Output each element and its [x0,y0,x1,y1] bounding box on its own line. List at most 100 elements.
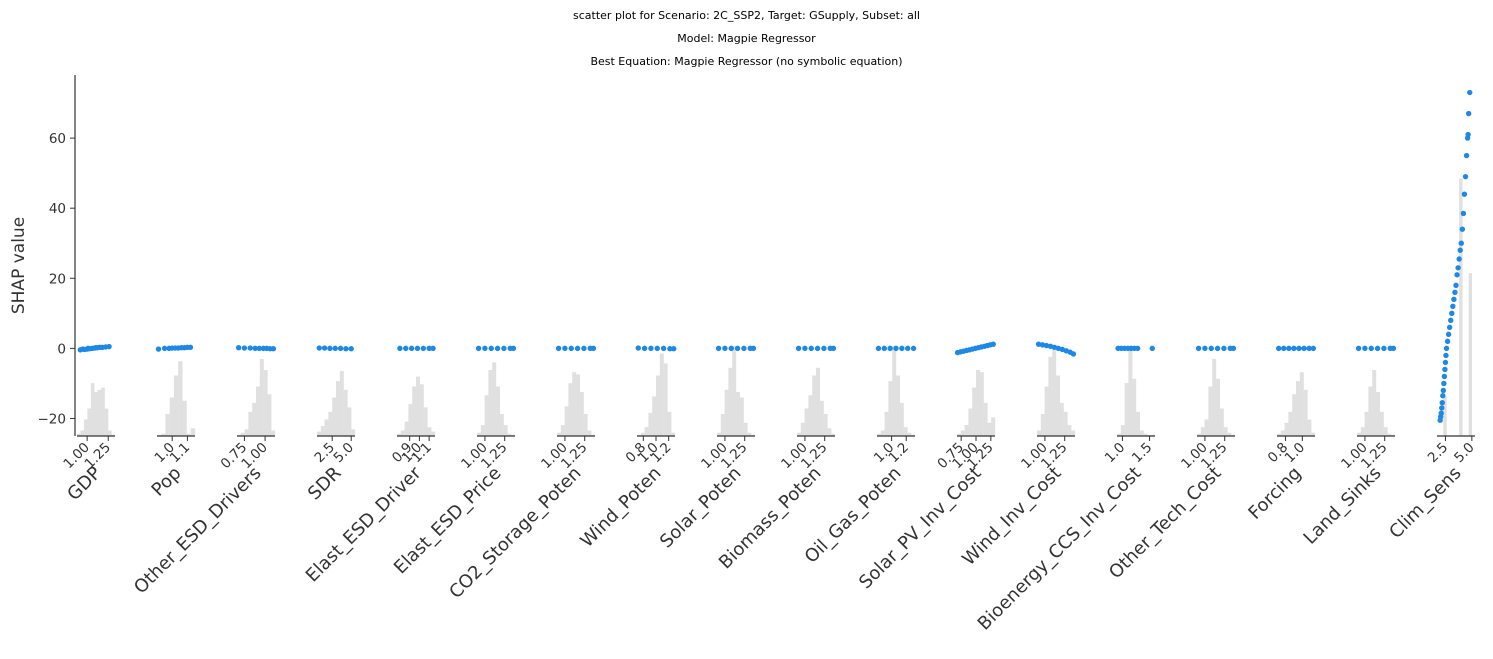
histogram-bar [827,428,832,436]
scatter-point [92,344,99,351]
feature-label: Solar_Poten [656,463,746,553]
histogram-bar [1379,411,1384,436]
histogram-bar [736,392,740,436]
scatter-point [1463,152,1470,159]
scatter-point [1286,345,1292,352]
scatter-point [1454,272,1460,278]
scatter-point [1453,282,1459,288]
scatter-point [1440,392,1446,399]
histogram-bar [1139,430,1144,436]
histogram-bar [328,411,333,436]
histogram-bar [397,433,401,436]
scatter-point [641,345,648,352]
scatter-point [1281,345,1287,352]
histogram-bar [979,372,984,436]
histogram-bar [1227,432,1232,436]
histogram-bar [169,397,175,436]
histogram-bar [1197,433,1201,436]
scatter-point [348,346,354,352]
feature-label: Wind_Poten [576,463,665,552]
histogram-bar [1303,389,1308,436]
scatter-point [501,345,507,352]
scatter-point [654,345,660,352]
scatter-point [648,345,654,352]
histogram-bar [804,408,809,436]
histogram-bar [1040,414,1045,436]
histogram-bar [819,400,824,436]
histogram-bar [400,430,405,436]
scatter-point [321,345,328,351]
histogram-bar [252,403,257,436]
scatter-point [795,345,802,352]
histogram-bar [976,370,980,436]
y-tick-label: 40 [49,201,66,217]
scatter-point [1441,380,1447,387]
histogram-bar [823,414,828,436]
scatter-point [408,345,415,352]
histogram-bar [667,411,672,436]
scatter-point [1456,256,1462,262]
histogram-bar [743,422,748,436]
scatter-point [1449,310,1455,317]
feature-label: Forcing [1244,463,1305,524]
scatter-point [85,345,91,352]
scatter-point [1441,373,1448,380]
histogram-bar [178,361,183,436]
histogram-bar [957,433,961,436]
scatter-point [1202,345,1208,352]
x-tick-label: 1.5 [1129,440,1156,467]
histogram-bar [560,425,565,436]
scatter-point [1438,410,1444,416]
y-tick-label: 0 [57,341,66,357]
histogram-bar [640,432,645,436]
scatter-point [1459,226,1466,232]
histogram-bar [488,370,493,436]
histogram-bar [1364,411,1369,436]
scatter-point [671,346,677,352]
feature-label: CO2_Storage_Poten [445,463,585,603]
histogram-bar [248,411,253,436]
scatter-point [510,345,517,352]
histogram-bar [1284,422,1289,436]
chart-title-line-1: scatter plot for Scenario: 2C_SSP2, Targ… [573,9,920,22]
scatter-point [155,346,162,352]
histogram-bar [1063,411,1068,436]
histogram-bar [165,414,170,436]
histogram-bar [1143,433,1148,436]
histogram-bar [583,414,588,436]
x-tick-label: 1.0 [1102,440,1129,467]
scatter-point [270,346,277,352]
scatter-point [430,345,436,352]
chart-title-line-2: Model: Magpie Regressor [677,32,816,45]
scatter-point [821,345,827,352]
histogram-bar [1311,432,1316,436]
x-tick-label: 2.5 [1425,440,1452,467]
histogram-bar [960,430,965,436]
histogram-bar [343,389,348,436]
histogram-bar [1372,370,1377,436]
histogram-bar [263,370,268,436]
histogram-bar [1037,430,1041,436]
histogram-bar [1200,427,1205,436]
histogram-bar [244,429,249,436]
histogram-bar [728,367,733,436]
histogram-bar [404,421,409,436]
histogram-bar [747,432,752,436]
scatter-point [1390,345,1397,352]
histogram-bar [797,432,801,436]
histogram-bar [83,419,88,436]
histogram-bar [477,432,481,436]
scatter-point [1291,345,1297,352]
feature-label: SDR [304,463,346,505]
histogram-bar [1132,378,1137,436]
histogram-bar [77,433,81,436]
feature-label: Pop [148,463,186,501]
scatter-point [1442,366,1448,373]
histogram-bar [800,422,805,436]
scatter-point [1368,345,1374,352]
histogram-bar [564,406,569,436]
histogram-bar [419,384,424,436]
scatter-point [887,345,893,352]
scatter-point [106,343,112,350]
